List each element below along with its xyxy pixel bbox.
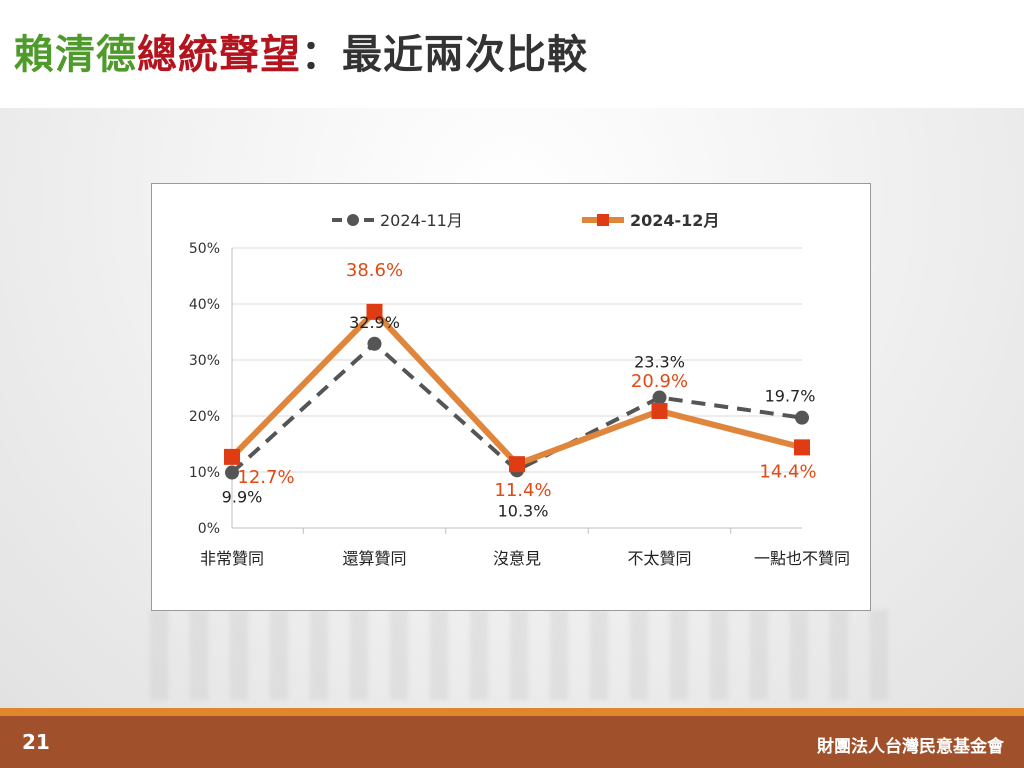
data-point: [367, 336, 382, 351]
data-label: 9.9%: [222, 488, 263, 507]
legend-marker: [597, 214, 609, 226]
series-line: [229, 308, 803, 468]
data-point: [651, 402, 668, 419]
data-point: [652, 390, 667, 405]
data-label: 10.3%: [498, 501, 549, 520]
data-point: [509, 456, 525, 473]
data-point: [224, 448, 240, 465]
series-line: [230, 341, 803, 475]
footer-accent-strip: [0, 708, 1024, 716]
y-tick-label: 30%: [189, 353, 220, 369]
data-point: [795, 410, 809, 425]
data-label: 20.9%: [631, 371, 688, 392]
data-label: 38.6%: [346, 260, 403, 281]
data-point: [794, 439, 810, 456]
slide-title: 賴清德總統聲望：最近兩次比較: [14, 22, 588, 78]
legend-marker: [347, 214, 359, 226]
x-category-label: 不太贊同: [627, 549, 691, 568]
line-chart: 0% 10% 20% 30% 40% 50% 非常贊同 還算贊同 沒意見 不太贊同 一點也不贊同 20…: [189, 211, 850, 568]
x-category-label: 沒意見: [493, 549, 541, 568]
foundation-name: 財團法人台灣民意基金會: [817, 737, 1004, 757]
data-point: [225, 465, 239, 480]
legend-label: 2024-11月: [380, 211, 463, 230]
y-tick-label: 0%: [198, 521, 220, 537]
y-tick-label: 10%: [189, 465, 220, 481]
data-point: [366, 303, 383, 320]
legend-label: 2024-12月: [630, 211, 719, 230]
y-tick-label: 50%: [189, 241, 220, 257]
data-label: 23.3%: [634, 353, 685, 372]
data-label: 32.9%: [349, 313, 400, 332]
crowd-silhouette-decoration: [150, 610, 890, 700]
y-tick-label: 20%: [189, 409, 220, 425]
x-category-label: 一點也不贊同: [754, 549, 850, 568]
title-subtitle: ：最近兩次比較: [301, 32, 588, 78]
data-label: 19.7%: [765, 387, 816, 406]
chart-frame: 0% 10% 20% 30% 40% 50% 非常贊同 還算贊同 沒意見 不太贊同 一點也不贊同 20…: [151, 183, 871, 611]
data-label: 12.7%: [237, 467, 294, 488]
title-name: 賴清德: [14, 32, 137, 78]
data-label: 14.4%: [759, 461, 816, 482]
data-label: 11.4%: [494, 480, 551, 501]
footer-bar: 21 財團法人台灣民意基金會: [0, 716, 1024, 768]
page-number: 21: [22, 730, 50, 754]
title-topic: 總統聲望: [137, 32, 301, 78]
x-category-label: 非常贊同: [200, 549, 264, 568]
x-category-label: 還算贊同: [342, 549, 406, 568]
y-tick-label: 40%: [189, 297, 220, 313]
